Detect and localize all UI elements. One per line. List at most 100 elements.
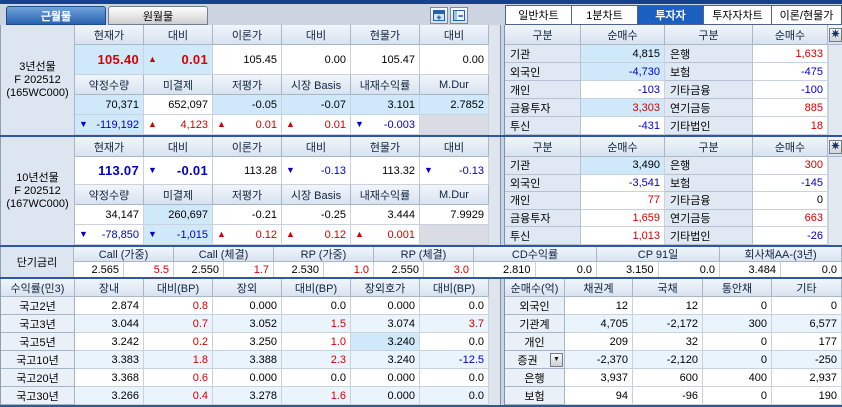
header-cell: 기타 [772,279,842,297]
net-buy-value: 1,659 [581,209,665,228]
traded-volume: 70,371 [75,95,144,115]
tab-general-chart[interactable]: 일반차트 [505,5,571,25]
rate-group: 회사채AA-(3년) 3.484 0.0 [720,247,842,277]
net-buy-value: -26 [753,227,828,245]
header-cell: 내재수익률 [351,75,420,95]
yield-cell: 3.052 [213,315,282,333]
investor-name: 개인 [505,333,565,351]
bond-cell: 0 [703,333,772,351]
tab-far-month[interactable]: 원월물 [108,6,208,25]
rate-value: 3.150 [597,262,659,277]
tab-theory-spot[interactable]: 이론/현물가 [771,5,842,25]
rate-change: 1.0 [324,262,374,277]
panel-strip [489,137,501,245]
undervaluation: -0.21 [213,205,282,225]
bond-cell: 4,705 [565,315,633,333]
add-window-button[interactable] [430,7,448,24]
investor-category: 기관 [505,157,581,175]
securities-dropdown-button[interactable] [550,352,563,367]
net-buy-value: -431 [581,117,665,135]
tab-near-month[interactable]: 근월물 [6,6,106,25]
bond-cell: -96 [633,387,703,405]
tab-investor[interactable]: 투자자 [637,5,703,25]
tab-investor-chart[interactable]: 투자자차트 [703,5,771,25]
yield-cell: -12.5 [420,351,489,369]
table-settings-cell [828,25,842,45]
investor-category: 기관 [505,45,581,63]
market-basis: -0.07 [282,95,351,115]
rate-name: Call (체결) [174,247,274,262]
header-cell: 현물가 [351,137,420,157]
bond-cell: -250 [772,351,842,369]
spot-price: 105.47 [351,45,420,75]
section-divider [500,279,505,405]
investor-name-securities: 증권 [505,351,565,369]
up-arrow-icon [217,120,226,129]
yield-cell: 0.7 [144,315,213,333]
yield-table-title: 수익률(민3) [1,279,75,297]
bond-cell: 6,577 [772,315,842,333]
header-cell: 현재가 [75,25,144,45]
investor-category: 외국인 [505,63,581,81]
rate-change: 0.0 [535,262,597,277]
header-cell: M.Dur [420,185,489,205]
market-basis: -0.25 [282,205,351,225]
yield-cell: 0.0 [282,297,351,315]
yield-cell: 3.074 [351,315,420,333]
open-interest-change: 4,123 [144,115,213,135]
header-cell: 대비 [420,25,489,45]
settings-gear-button[interactable] [828,27,842,42]
header-cell: 약정수량 [75,185,144,205]
investor-name: 외국인 [505,297,565,315]
spot-change: -0.13 [420,157,489,185]
investor-name: 은행 [505,369,565,387]
price-change: 0.01 [144,45,213,75]
bond-cell: 0 [772,297,842,315]
settings-gear-button[interactable] [828,139,842,154]
yield-cell: 3.266 [75,387,144,405]
yield-cell: 1.8 [144,351,213,369]
instrument-label-3yr: 3년선물 F 202512 (165WC000) [1,25,75,135]
add-window-icon [433,10,445,21]
investor-category: 투신 [505,227,581,245]
instrument-label-10yr: 10년선물 F 202512 (167WC000) [1,137,75,245]
header-cell: 시장 Basis [282,185,351,205]
header-cell: 장외호가 [351,279,420,297]
tab-1min-chart[interactable]: 1분차트 [571,5,637,25]
rate-name: Call (가중) [74,247,174,262]
table-strip [828,157,842,245]
yield-cell: 3.250 [213,333,282,351]
yield-cell: 0.6 [144,369,213,387]
bond-net-buy-table: 순매수(억) 채권계 국채 통안채 기타 외국인 12 12 0 0 기관계 4… [505,279,842,405]
bond-cell: 0 [703,297,772,315]
futures-panel-10yr: 10년선물 F 202512 (167WC000) 현재가 대비 이론가 대비 … [0,137,501,245]
net-buy-value: 885 [753,99,828,117]
net-buy-value: -100 [753,81,828,99]
modified-duration: 2.7852 [420,95,489,115]
remove-window-button[interactable] [450,7,468,24]
net-buy-value: 1,633 [753,45,828,63]
investor-category: 금융투자 [505,209,581,228]
yield-cell: 0.2 [144,333,213,351]
yield-cell: 3.240 [351,351,420,369]
yield-cell: 2.3 [282,351,351,369]
net-buy-value: -4,730 [581,63,665,81]
bond-cell: 300 [703,315,772,333]
rate-group: Call (체결) 2.550 1.7 [174,247,274,277]
bond-cell: -2,370 [565,351,633,369]
yield-cell: 0.000 [351,387,420,405]
yield-cell: 3.044 [75,315,144,333]
section-divider [500,137,505,245]
net-buy-value: 18 [753,117,828,135]
header-cell: 순매수 [581,25,665,45]
header-cell: M.Dur [420,75,489,95]
open-interest: 652,097 [144,95,213,115]
bond-cell: 0 [703,387,772,405]
rate-name: CP 91일 [597,247,720,262]
bond-cell: 32 [633,333,703,351]
yield-cell: 0.000 [213,297,282,315]
investor-category: 기타금융 [665,81,753,99]
up-arrow-icon [148,55,157,64]
bond-table-title: 순매수(억) [505,279,565,297]
bond-cell: 12 [565,297,633,315]
